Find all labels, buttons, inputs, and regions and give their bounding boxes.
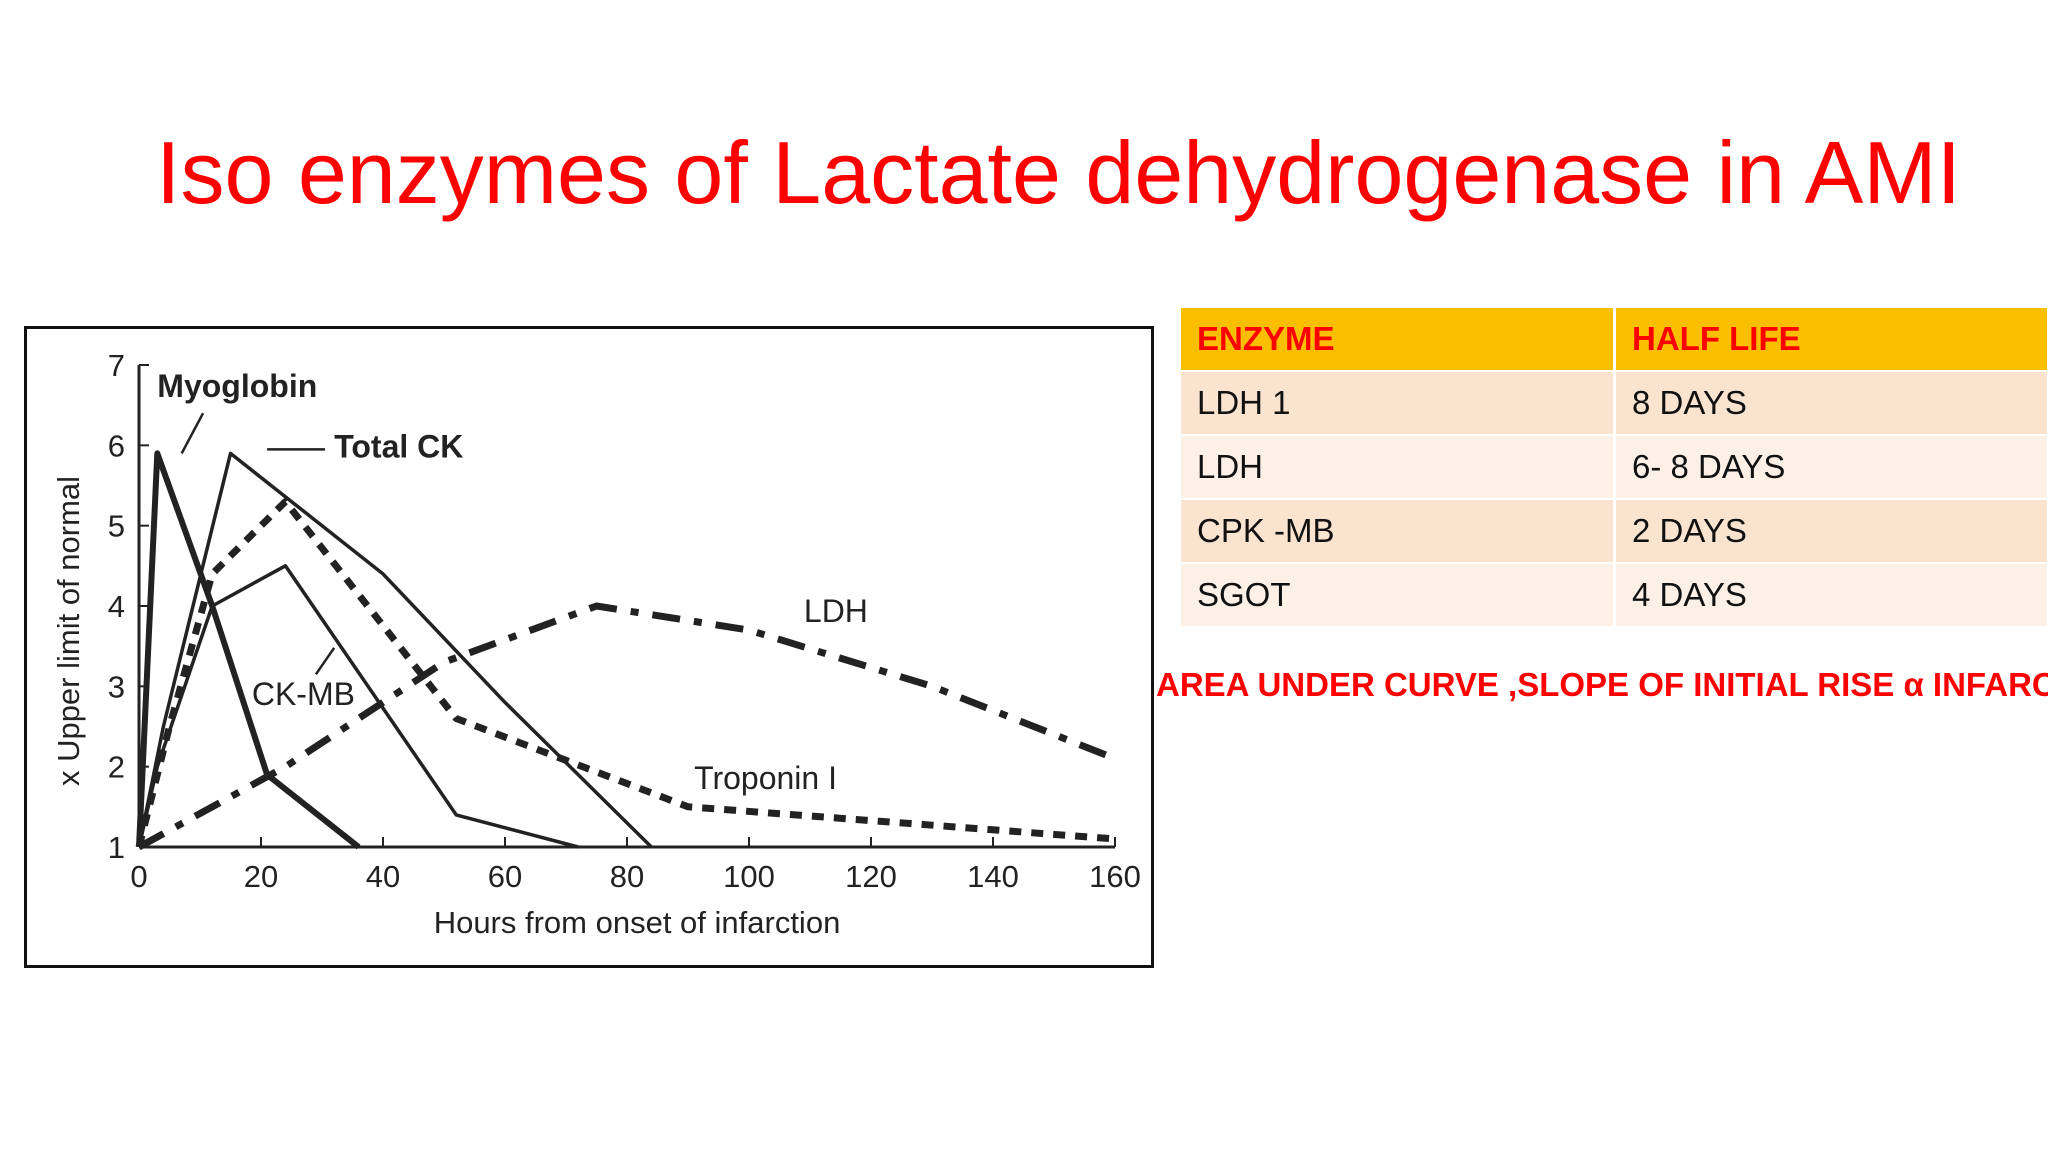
half-life-cell: 6- 8 DAYS: [1616, 436, 2047, 500]
half-life-cell: 2 DAYS: [1616, 500, 2047, 564]
enzyme-cell: SGOT: [1181, 564, 1616, 628]
half-life-cell: 8 DAYS: [1616, 372, 2047, 436]
table-row: SGOT 4 DAYS: [1181, 564, 2047, 628]
table-row: CPK -MB 2 DAYS: [1181, 500, 2047, 564]
table-row: LDH 1 8 DAYS: [1181, 372, 2047, 436]
x-axis-label: Hours from onset of infarction: [434, 905, 841, 940]
y-tick-label: 2: [108, 750, 125, 785]
y-tick-label: 7: [108, 348, 125, 383]
x-tick-label: 160: [1089, 859, 1141, 894]
label-ck-mb: CK-MB: [252, 676, 355, 712]
chart-axes: 0 20 40 60 80 100 120 140 160 1 2 3 4 5 6 7: [108, 348, 1141, 894]
slide-title: Iso enzymes of Lactate dehydrogenase in …: [156, 123, 1962, 222]
half-life-table: ENZYME HALF LIFE LDH 1 8 DAYS LDH 6- 8 D…: [1181, 308, 2047, 628]
y-tick-label: 1: [108, 830, 125, 865]
enzyme-cell: LDH: [1181, 436, 1616, 500]
infarct-note: AREA UNDER CURVE ,SLOPE OF INITIAL RISE …: [1156, 666, 2048, 703]
enzyme-time-chart: 0 20 40 60 80 100 120 140 160 1 2 3 4 5 6 7 Myoglobin To…: [51, 348, 1141, 940]
label-ldh: LDH: [804, 593, 868, 629]
x-tick-label: 40: [366, 859, 400, 894]
y-axis-label: x Upper limit of normal: [51, 476, 86, 786]
chart-series-layer: [135, 450, 1117, 851]
label-troponin-i: Troponin I: [694, 760, 837, 796]
header-half-life: HALF LIFE: [1616, 308, 2047, 372]
leader-myoglobin: [180, 412, 205, 454]
half-life-cell: 4 DAYS: [1616, 564, 2047, 628]
x-tick-label: 80: [610, 859, 644, 894]
series-troponin-i: [135, 498, 1116, 848]
chart-frame: 0 20 40 60 80 100 120 140 160 1 2 3 4 5 6 7 Myoglobin To…: [24, 326, 1154, 968]
table-row: LDH 6- 8 DAYS: [1181, 436, 2047, 500]
x-tick-label: 60: [488, 859, 522, 894]
enzyme-cell: LDH 1: [1181, 372, 1616, 436]
table-header-row: ENZYME HALF LIFE: [1181, 308, 2047, 372]
series-total-ck: [137, 451, 653, 849]
x-tick-label: 120: [845, 859, 897, 894]
y-tick-label: 6: [108, 428, 125, 463]
series-myoglobin: [136, 450, 361, 850]
x-tick-label: 0: [130, 859, 147, 894]
y-tick-label: 5: [108, 509, 125, 544]
chart-label-layer: Myoglobin Total CK CK-MB Troponin I LDH: [157, 368, 868, 796]
x-tick-label: 100: [723, 859, 775, 894]
header-enzyme: ENZYME: [1181, 308, 1616, 372]
x-tick-label: 140: [967, 859, 1019, 894]
label-total-ck: Total CK: [334, 428, 463, 464]
x-tick-label: 20: [244, 859, 278, 894]
leader-ck-mb: [314, 647, 336, 675]
y-tick-label: 4: [108, 589, 125, 624]
label-myoglobin: Myoglobin: [157, 368, 317, 404]
series-ldh: [137, 602, 1117, 851]
enzyme-cell: CPK -MB: [1181, 500, 1616, 564]
y-tick-label: 3: [108, 669, 125, 704]
